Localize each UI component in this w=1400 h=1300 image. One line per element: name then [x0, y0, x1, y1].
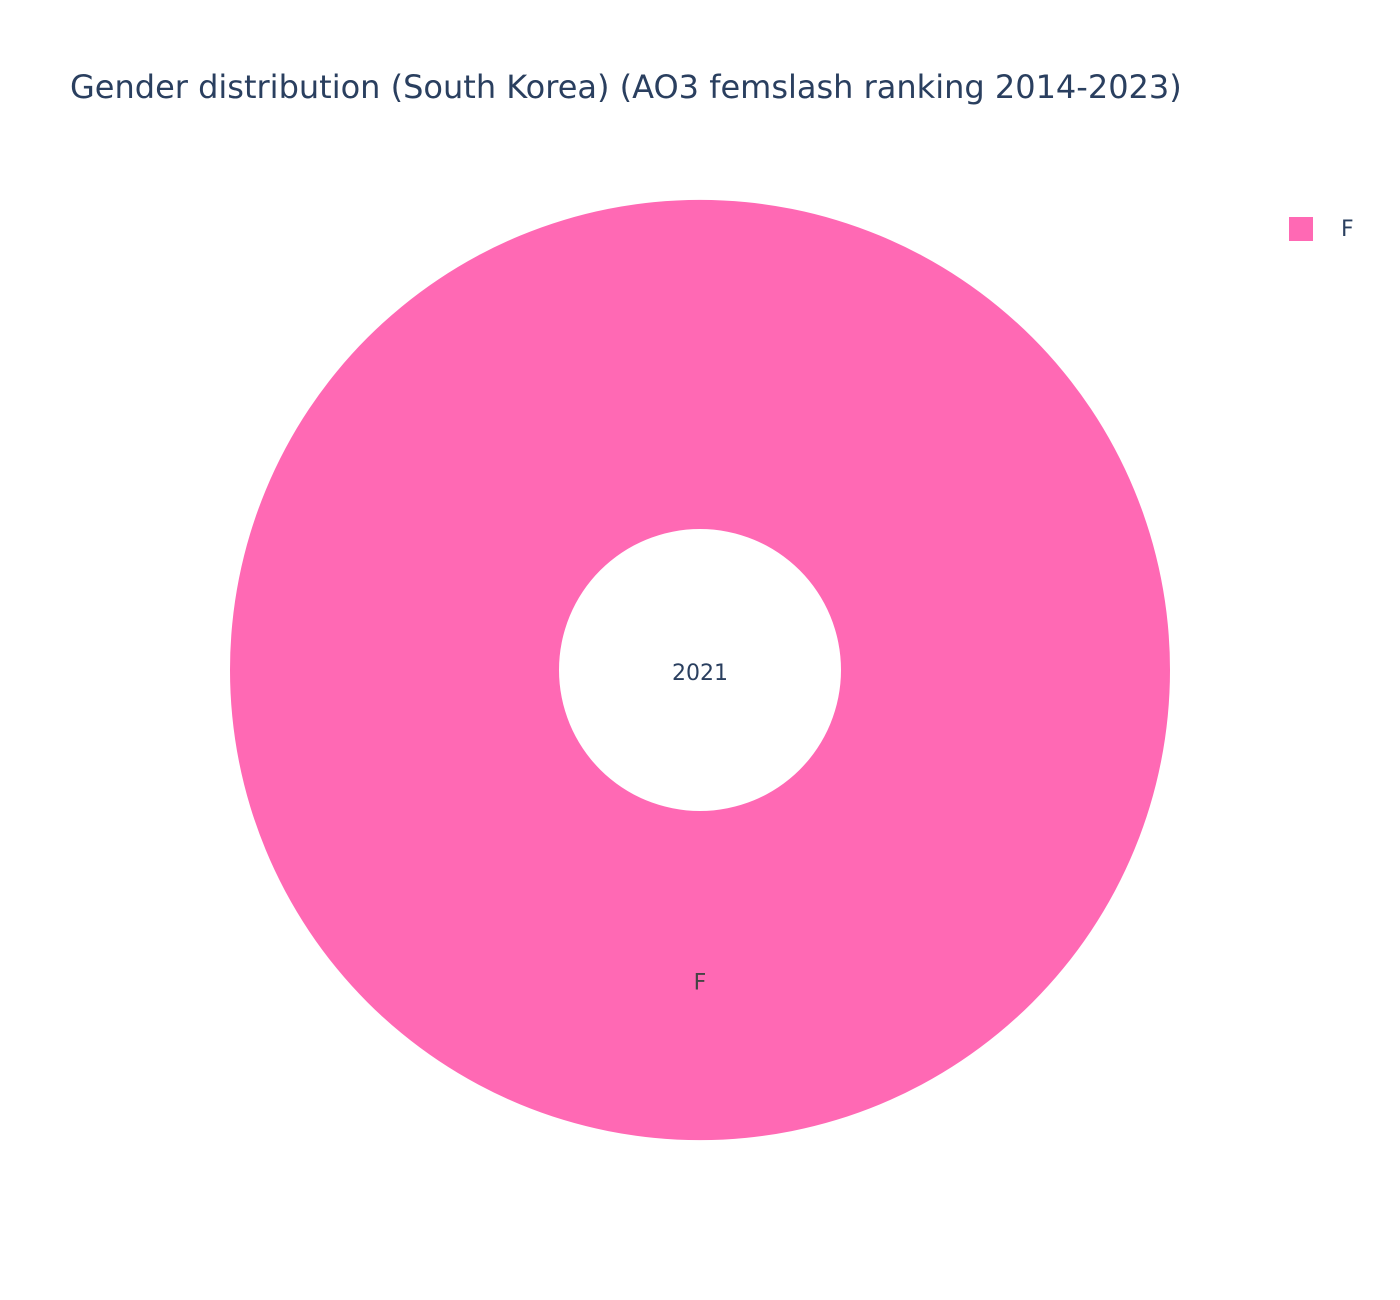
legend: F	[1289, 214, 1354, 244]
legend-swatch	[1289, 217, 1313, 241]
chart-title: Gender distribution (South Korea) (AO3 f…	[70, 68, 1182, 106]
legend-label: F	[1341, 216, 1354, 242]
legend-item-f[interactable]: F	[1289, 214, 1354, 244]
slices-layer: F	[229, 199, 1171, 1141]
slice-label: F	[694, 971, 707, 996]
slice-f[interactable]	[229, 199, 1171, 1141]
center-label: 2021	[672, 661, 728, 686]
